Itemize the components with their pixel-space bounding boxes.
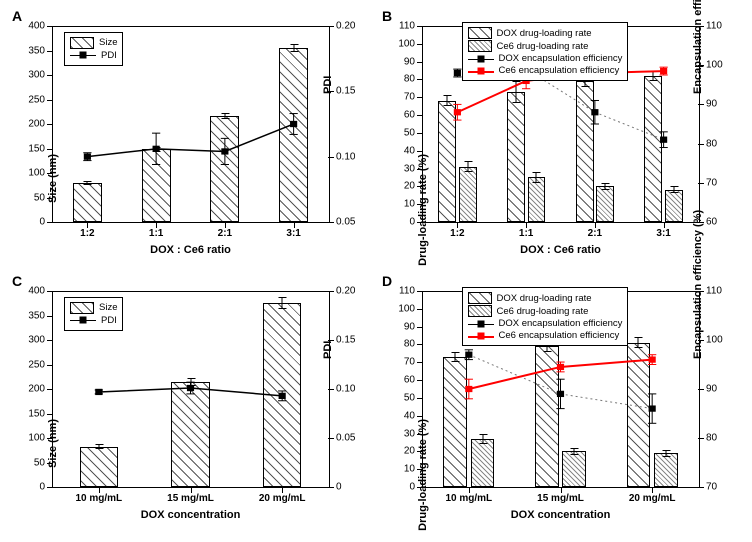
y-tick-label: 70	[404, 92, 423, 103]
x-tick-label: 1:2	[450, 222, 464, 239]
y-tick-label: 80	[404, 339, 423, 350]
legend-label: DOX drug-loading rate	[497, 28, 592, 39]
panel-label-B: B	[382, 8, 392, 24]
panel-C: C 05010015020025030035040000.050.100.150…	[8, 273, 374, 534]
y2-tick-label: 0.05	[328, 433, 355, 444]
x-tick-label: 20 mg/mL	[259, 487, 306, 504]
x-tick-label: 3:1	[656, 222, 670, 239]
legend: DOX drug-loading rate Ce6 drug-loading ra…	[462, 287, 629, 346]
y-tick-label: 60	[404, 375, 423, 386]
x-axis-title: DOX : Ce6 ratio	[150, 222, 231, 256]
legend-label: DOX drug-loading rate	[497, 293, 592, 304]
x-tick-label: 10 mg/mL	[445, 487, 492, 504]
y2-tick-label: 0.20	[328, 21, 355, 32]
y-tick-label: 90	[404, 56, 423, 67]
figure-grid: A 0501001502002503003504000.050.100.150.…	[8, 8, 744, 534]
y-tick-label: 100	[398, 303, 423, 314]
y2-tick-label: 0.05	[328, 217, 355, 228]
chart-A: 0501001502002503003504000.050.100.150.20…	[52, 26, 328, 223]
legend-label: Ce6 drug-loading rate	[497, 306, 589, 317]
legend-label: Size	[99, 302, 117, 313]
panel-A: A 0501001502002503003504000.050.100.150.…	[8, 8, 374, 269]
x-axis-title: DOX concentration	[141, 487, 241, 521]
y2-tick-label: 0.20	[328, 286, 355, 297]
x-tick-label: 10 mg/mL	[75, 487, 122, 504]
y-tick-label: 80	[404, 74, 423, 85]
x-tick-label: 3:1	[286, 222, 300, 239]
chart-C: 05010015020025030035040000.050.100.150.2…	[52, 291, 328, 488]
y-tick-label: 0	[39, 217, 53, 228]
legend: Size PDI	[64, 297, 123, 331]
legend-label: PDI	[101, 315, 117, 326]
y-tick-label: 400	[28, 286, 53, 297]
y-tick-label: 350	[28, 45, 53, 56]
legend-label: Ce6 encapsulation efficiency	[499, 330, 620, 341]
chart-B: 0102030405060708090100110607080901001101…	[422, 26, 698, 223]
y-tick-label: 110	[399, 286, 423, 297]
y-tick-label: 400	[28, 21, 53, 32]
y-tick-label: 250	[28, 359, 53, 370]
y2-tick-label: 70	[698, 177, 717, 188]
legend-label: DOX encapsulation efficiency	[499, 53, 623, 64]
y-tick-label: 300	[28, 335, 53, 346]
y2-tick-label: 0	[328, 482, 342, 493]
y-tick-label: 90	[404, 321, 423, 332]
x-axis-title: DOX concentration	[511, 487, 611, 521]
x-tick-label: 1:2	[80, 222, 94, 239]
y-tick-label: 300	[28, 70, 53, 81]
legend: DOX drug-loading rate Ce6 drug-loading ra…	[462, 22, 629, 81]
legend: Size PDI	[64, 32, 123, 66]
y2-tick-label: 80	[698, 138, 717, 149]
y2-tick-label: 70	[698, 482, 717, 493]
chart-D: 010203040506070809010011070809010011010 …	[422, 291, 698, 488]
y-tick-label: 100	[398, 38, 423, 49]
y2-tick-label: 80	[698, 433, 717, 444]
panel-D: D 01020304050607080901001107080901001101…	[378, 273, 744, 534]
y-tick-label: 350	[28, 310, 53, 321]
y-tick-label: 0	[39, 482, 53, 493]
panel-label-A: A	[12, 8, 22, 24]
y2-tick-label: 0.10	[328, 151, 355, 162]
y-tick-label: 250	[28, 94, 53, 105]
x-axis-title: DOX : Ce6 ratio	[520, 222, 601, 256]
panel-label-C: C	[12, 273, 22, 289]
y-tick-label: 60	[404, 110, 423, 121]
panel-B: B 01020304050607080901001106070809010011…	[378, 8, 744, 269]
legend-label: Ce6 drug-loading rate	[497, 41, 589, 52]
x-tick-label: 20 mg/mL	[629, 487, 676, 504]
legend-label: Ce6 encapsulation efficiency	[499, 65, 620, 76]
panel-label-D: D	[382, 273, 392, 289]
legend-label: Size	[99, 37, 117, 48]
legend-label: DOX encapsulation efficiency	[499, 318, 623, 329]
y-tick-label: 110	[399, 21, 423, 32]
y-tick-label: 70	[404, 357, 423, 368]
legend-label: PDI	[101, 50, 117, 61]
